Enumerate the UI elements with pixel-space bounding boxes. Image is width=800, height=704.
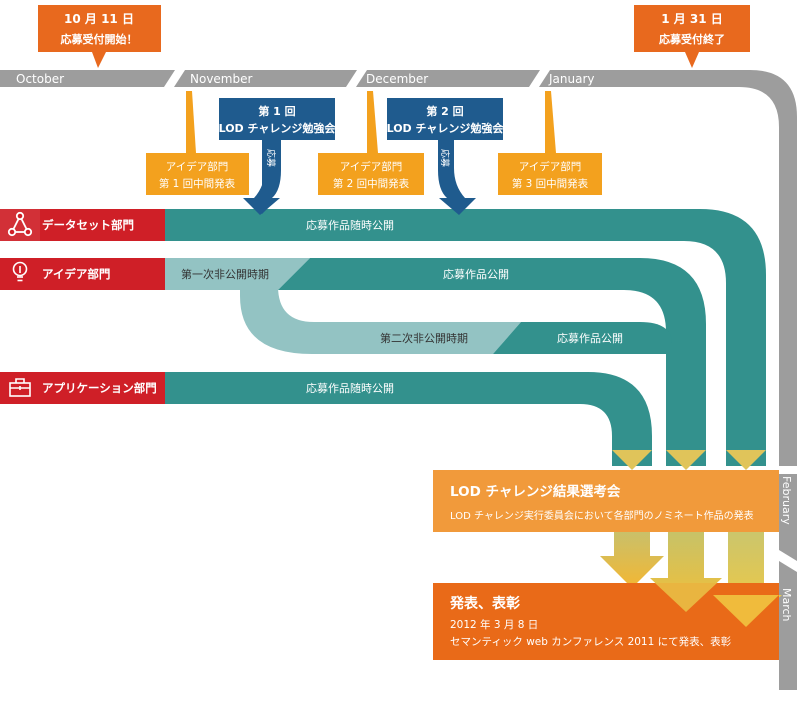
month-segment-november: [174, 70, 357, 87]
selection-title: LOD チャレンジ結果選考会: [450, 483, 621, 500]
study-session-1-arrow-label: 応募: [265, 149, 277, 167]
callout-submission-end: 1 月 31 日 応募受付終了: [634, 5, 750, 68]
month-label-november: November: [190, 72, 252, 86]
month-label-december: December: [366, 72, 428, 86]
dataset-result-arrow-tip: [713, 595, 779, 627]
idea-band-chevron: [666, 450, 706, 470]
announcement-date: 2012 年 3 月 8 日: [450, 618, 538, 631]
lightbulb-icon: [12, 261, 28, 282]
announcement-detail: セマンティック web カンファレンス 2011 にて発表、表彰: [450, 635, 732, 648]
month-label-march: March: [780, 588, 793, 622]
selection-subtitle: LOD チャレンジ実行委員会において各部門のノミネート作品の発表: [450, 509, 754, 522]
toolbox-icon: [9, 378, 31, 397]
idea-midterm-2: アイデア部門 第 2 回中間発表: [318, 91, 424, 195]
study-session-1-line1: 第 1 回: [258, 104, 295, 118]
month-segment-october: [0, 70, 175, 87]
application-band-chevron: [612, 450, 652, 470]
study-session-2-line1: 第 2 回: [426, 104, 463, 118]
band-idea-private-1-label: 第一次非公開時期: [181, 267, 269, 281]
study-session-1: 第 1 回 LOD チャレンジ勉強会 応募: [219, 98, 337, 215]
dataset-band: [165, 209, 766, 466]
month-segment-february: [779, 474, 797, 561]
idea-private-band-2: [240, 258, 521, 354]
month-timeline: October November December January Februa…: [0, 70, 797, 690]
flow-bands: 応募作品随時公開 第一次非公開時期 応募作品公開 第二次非公開時期 応募作品公開…: [165, 209, 766, 466]
dataset-band-chevron: [726, 450, 766, 470]
month-segment-december: [356, 70, 540, 87]
study-session-2-arrow-label: 応募: [439, 149, 451, 167]
band-application-label: 応募作品随時公開: [306, 381, 394, 395]
idea-midterm-2-line1: アイデア部門: [340, 160, 402, 173]
idea-midterm-3-line2: 第 3 回中間発表: [512, 177, 589, 190]
idea-midterm-3-line1: アイデア部門: [519, 160, 581, 173]
callout-submission-start: 10 月 11 日 応募受付開始！: [38, 5, 161, 68]
category-application-label: アプリケーション部門: [42, 381, 157, 395]
band-idea-public-1-label: 応募作品公開: [443, 267, 509, 281]
idea-midterm-3: アイデア部門 第 3 回中間発表: [498, 91, 602, 195]
selection-meeting: LOD チャレンジ結果選考会 LOD チャレンジ実行委員会において各部門のノミネ…: [433, 470, 779, 532]
announcement-title: 発表、表彰: [449, 595, 520, 612]
month-segment-march: [779, 561, 797, 690]
idea-private-band-1: [165, 258, 310, 290]
idea-midterm-1-line2: 第 1 回中間発表: [159, 177, 236, 190]
network-icon: [7, 211, 33, 237]
idea-public-band-1: [278, 258, 706, 466]
category-dataset: データセット部門: [0, 209, 165, 241]
application-band: [165, 372, 652, 466]
category-dataset-label: データセット部門: [42, 218, 134, 232]
application-result-arrow: [600, 532, 664, 588]
band-dataset-label: 応募作品随時公開: [306, 218, 394, 232]
idea-midterm-2-line2: 第 2 回中間発表: [333, 177, 410, 190]
category-idea-label: アイデア部門: [42, 267, 110, 281]
category-application: アプリケーション部門: [0, 372, 165, 404]
category-idea: アイデア部門: [0, 258, 165, 290]
idea-midterm-1-line1: アイデア部門: [166, 160, 228, 173]
study-session-2-arrow: [438, 138, 476, 215]
month-label-october: October: [16, 72, 64, 86]
idea-result-arrow-tip: [655, 583, 717, 612]
callout-end-text: 応募受付終了: [659, 32, 725, 46]
month-label-january: January: [548, 72, 595, 86]
idea-public-band-2: [493, 322, 672, 354]
callout-start-text: 応募受付開始！: [61, 32, 138, 46]
callout-start-date: 10 月 11 日: [64, 12, 134, 26]
study-session-1-line2: LOD チャレンジ勉強会: [219, 121, 337, 135]
study-session-2: 第 2 回 LOD チャレンジ勉強会 応募: [387, 98, 505, 215]
band-idea-private-2-label: 第二次非公開時期: [380, 331, 468, 345]
month-label-february: February: [780, 476, 793, 525]
callout-end-date: 1 月 31 日: [661, 12, 723, 26]
band-idea-public-2-label: 応募作品公開: [557, 331, 623, 345]
study-session-2-line2: LOD チャレンジ勉強会: [387, 121, 505, 135]
announcement: 発表、表彰 2012 年 3 月 8 日 セマンティック web カンファレンス…: [433, 583, 779, 660]
idea-midterm-1: アイデア部門 第 1 回中間発表: [146, 91, 249, 195]
